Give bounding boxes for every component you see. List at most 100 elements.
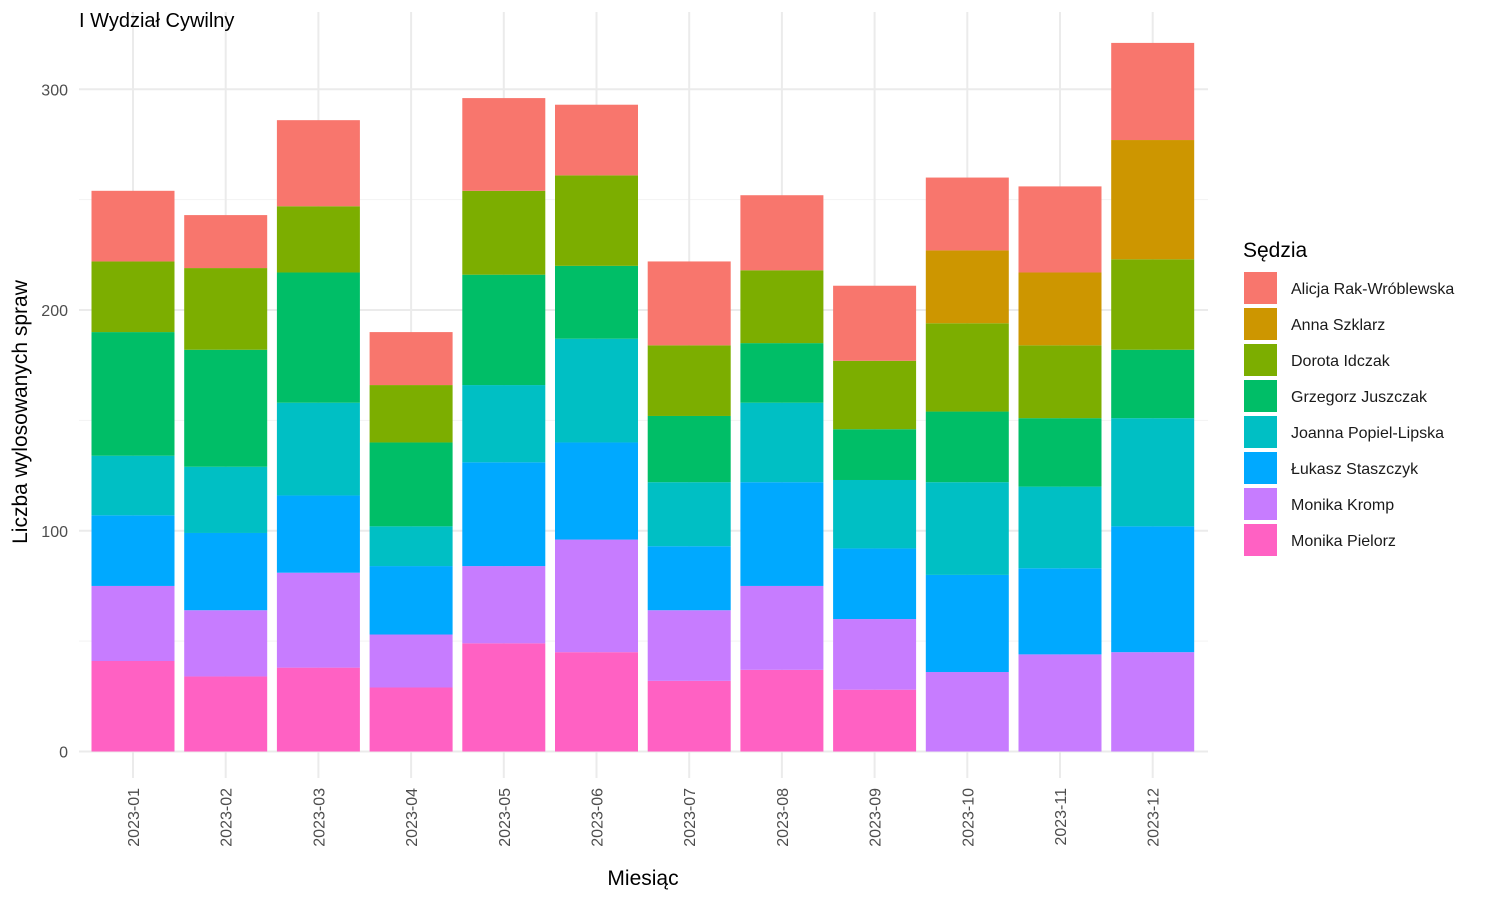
bar-segment: [740, 402, 824, 483]
bar-segment: [925, 411, 1009, 483]
bar-segment: [462, 643, 546, 752]
bar-segment: [1018, 486, 1102, 569]
x-tick-label: 2023-03: [311, 788, 328, 847]
bar-segment: [833, 479, 917, 549]
bar-segment: [1018, 568, 1102, 655]
bar-segment: [740, 482, 824, 586]
bar-segment: [369, 385, 453, 443]
bar-segment: [276, 572, 360, 668]
bar-segment: [925, 323, 1009, 412]
bar-segment: [1018, 654, 1102, 752]
bar-segment: [276, 206, 360, 273]
legend: Sędzia Alicja Rak-Wróblewska Anna Szklarz…: [1243, 239, 1454, 556]
bar-segment: [647, 345, 731, 416]
bar-segment: [555, 175, 638, 266]
bar-segment: [1111, 140, 1195, 260]
bar-segment: [369, 566, 453, 635]
bar-segment: [91, 455, 175, 516]
legend-label: Łukasz Staszczyk: [1291, 461, 1419, 478]
chart-title: I Wydział Cywilny: [79, 10, 234, 32]
y-axis-ticks: 0 100 200 300: [41, 82, 68, 761]
x-tick-label: 2023-12: [1146, 788, 1163, 847]
bar-segment: [555, 442, 638, 540]
bar-segment: [91, 585, 175, 662]
bar-segment: [1018, 418, 1102, 487]
bar-segment: [276, 120, 360, 207]
x-tick-label: 2023-09: [868, 788, 885, 847]
bar-segment: [833, 548, 917, 620]
bar-segment: [184, 610, 268, 677]
bars: [91, 42, 1195, 752]
legend-swatch: [1244, 344, 1277, 376]
bar-segment: [555, 265, 638, 339]
bar-segment: [462, 385, 546, 463]
bar-segment: [740, 669, 824, 752]
bar-segment: [91, 190, 175, 262]
bar-segment: [369, 634, 453, 688]
legend-swatch: [1244, 452, 1277, 484]
x-tick-label: 2023-05: [497, 788, 514, 847]
bar-segment: [369, 332, 453, 386]
bar-segment: [462, 190, 546, 275]
bar-segment: [462, 274, 546, 386]
bar-segment: [740, 343, 824, 403]
bar-segment: [833, 619, 917, 690]
legend-swatch: [1244, 272, 1277, 304]
bar-segment: [184, 268, 268, 350]
legend-label: Monika Pielorz: [1291, 533, 1396, 550]
legend-label: Monika Kromp: [1291, 497, 1394, 514]
bar-segment: [647, 546, 731, 611]
bar-segment: [647, 261, 731, 346]
legend-swatch: [1244, 308, 1277, 340]
bar-segment: [184, 215, 268, 269]
bar-segment: [91, 332, 175, 456]
bar-segment: [462, 462, 546, 567]
bar-segment: [647, 482, 731, 547]
y-tick-label: 0: [59, 745, 68, 762]
legend-label: Alicja Rak-Wróblewska: [1291, 281, 1454, 298]
bar-segment: [647, 680, 731, 752]
bar-segment: [833, 285, 917, 361]
bar-segment: [369, 442, 453, 527]
x-tick-label: 2023-11: [1053, 788, 1070, 846]
bar-segment: [925, 250, 1009, 324]
bar-segment: [184, 532, 268, 611]
legend-swatch: [1244, 416, 1277, 448]
legend-swatch: [1244, 488, 1277, 520]
x-tick-label: 2023-06: [590, 788, 607, 847]
bar-segment: [833, 429, 917, 480]
bar-segment: [91, 261, 175, 333]
bar-segment: [184, 466, 268, 533]
bar-segment: [462, 98, 546, 191]
bar-segment: [740, 195, 824, 271]
legend-label: Dorota Idczak: [1291, 353, 1391, 370]
bar-segment: [184, 676, 268, 752]
bar-segment: [462, 566, 546, 644]
bar-segment: [647, 610, 731, 681]
x-tick-label: 2023-01: [126, 788, 143, 847]
legend-swatch: [1244, 380, 1277, 412]
bar-segment: [1111, 526, 1195, 653]
x-tick-label: 2023-08: [775, 788, 792, 847]
bar-segment: [925, 177, 1009, 251]
bar-segment: [91, 515, 175, 586]
x-axis-title: Miesiąc: [607, 867, 678, 890]
bar-segment: [369, 687, 453, 752]
y-tick-label: 200: [41, 303, 68, 320]
bar-segment: [555, 652, 638, 752]
bar-segment: [1111, 418, 1195, 527]
bar-segment: [1111, 259, 1195, 350]
x-tick-label: 2023-10: [960, 788, 977, 847]
bar-segment: [1111, 652, 1195, 752]
legend-label: Grzegorz Juszczak: [1291, 389, 1428, 406]
bar-segment: [740, 270, 824, 344]
y-axis-title: Liczba wylosowanych spraw: [9, 279, 32, 544]
x-tick-label: 2023-04: [404, 788, 421, 847]
bar-segment: [1111, 349, 1195, 419]
legend-title: Sędzia: [1243, 239, 1308, 262]
bar-segment: [91, 661, 175, 752]
bar-segment: [740, 585, 824, 670]
bar-segment: [276, 667, 360, 752]
bar-segment: [276, 495, 360, 573]
